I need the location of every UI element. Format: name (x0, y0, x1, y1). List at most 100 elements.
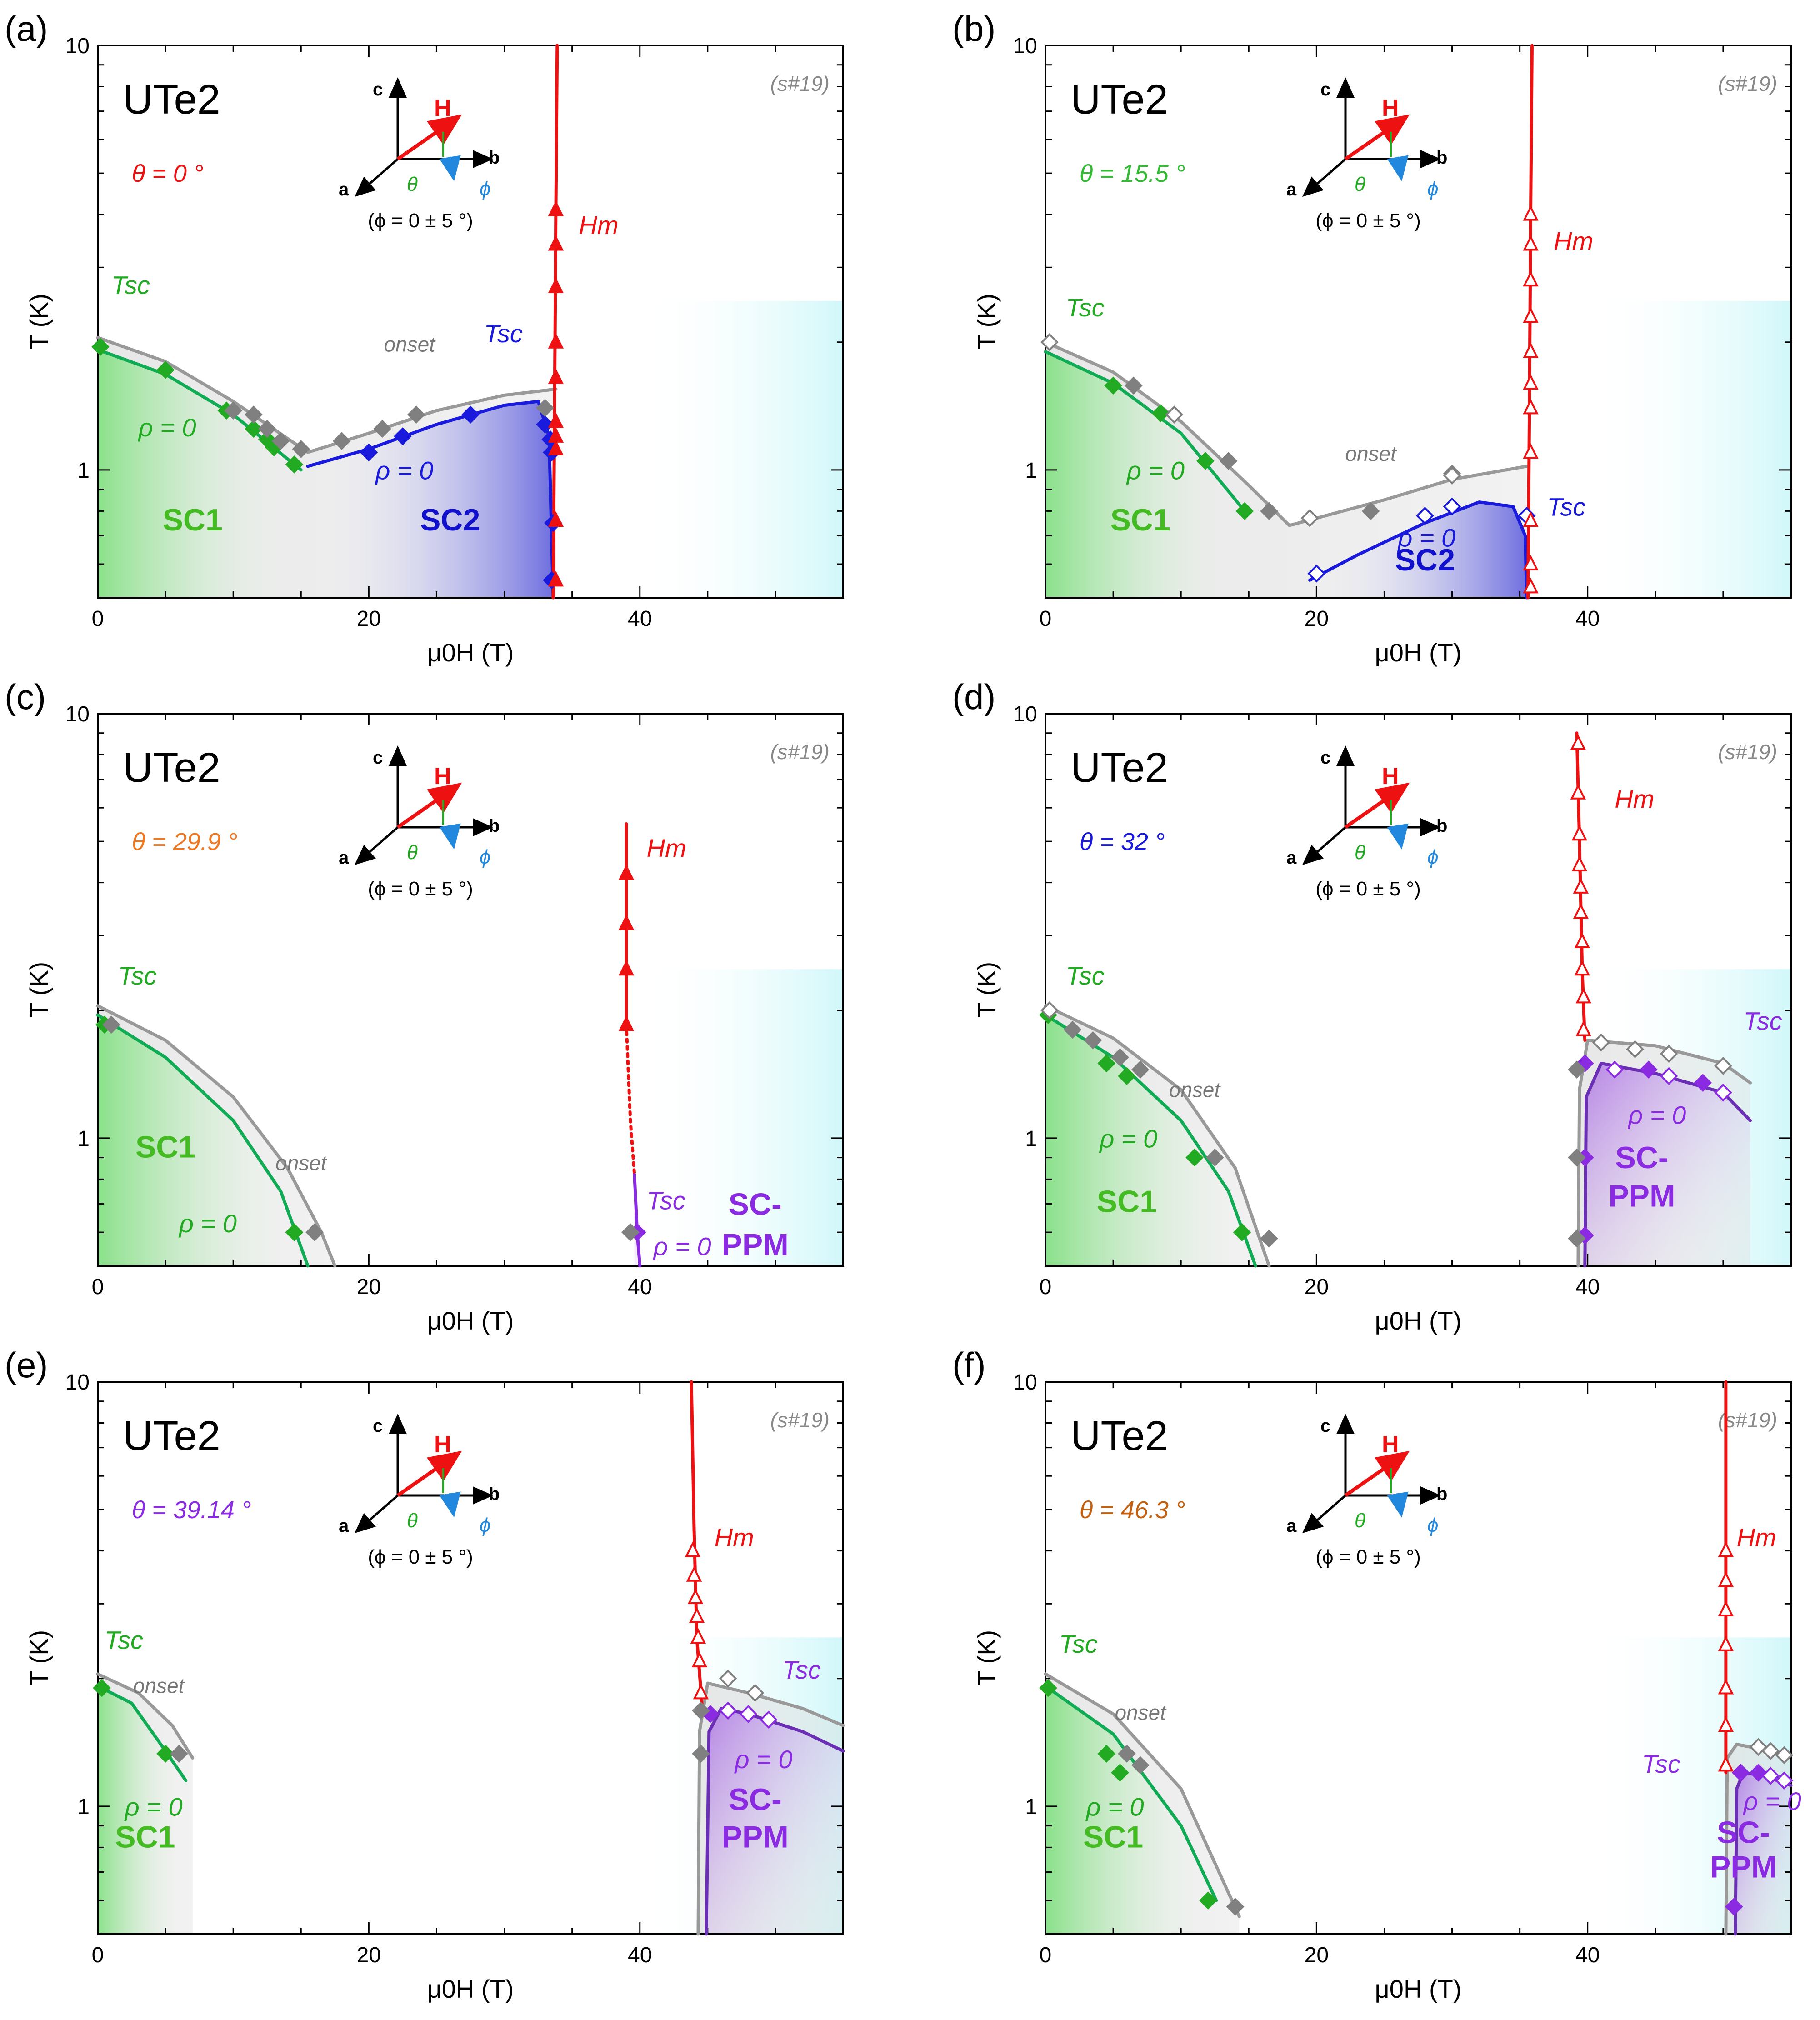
phi-label: ϕ (480, 1514, 490, 1536)
data-point-hm (548, 333, 564, 349)
data-point-hm (1571, 825, 1588, 841)
data-point-hm (1575, 1020, 1592, 1036)
region-label: SC2 (1395, 543, 1455, 577)
data-point-hm (1718, 1635, 1734, 1651)
onset-label: onset (133, 1674, 185, 1697)
onset-label: onset (1345, 442, 1397, 465)
orientation-inset: c b a Hθ ϕ (ϕ = 0 ± 5 °) (1286, 77, 1447, 232)
phi-label: ϕ (1427, 1514, 1438, 1536)
data-point-hm (1523, 270, 1539, 287)
material-label: UTe2 (1070, 76, 1168, 123)
data-point-onset (1568, 1229, 1586, 1248)
data-point-onset (536, 399, 554, 417)
data-point-onset-open (1592, 1033, 1610, 1052)
data-point-tsc-sc1- (1199, 1891, 1217, 1910)
x-tick-label: 20 (1305, 607, 1329, 631)
x-axis-label: μ0H (T) (1375, 1975, 1462, 2003)
material-label: UTe2 (1070, 1413, 1168, 1459)
region-shade-1 (98, 1015, 308, 1266)
angle-label: θ = 32 ° (1080, 828, 1165, 855)
curve-tsc-sc1-line (1044, 1684, 1218, 1902)
curve-onset-line (1044, 1004, 1271, 1268)
rho-zero-label: ρ = 0 (137, 413, 196, 442)
data-point-onset (332, 432, 351, 450)
data-point-onset (1219, 452, 1238, 470)
theta-label: θ (407, 173, 418, 195)
data-point-hm (548, 200, 564, 216)
curve-tsc-sc1-line (96, 1684, 188, 1782)
y-axis-label: T (K) (972, 962, 1001, 1018)
phi-range-label: (ϕ = 0 ± 5 °) (368, 210, 473, 232)
orientation-inset: c b a Hθ ϕ (ϕ = 0 ± 5 °) (1286, 1414, 1447, 1568)
data-point-onset (1131, 1060, 1150, 1079)
y-tick-label: 10 (65, 702, 90, 726)
c-axis-label: c (1320, 748, 1330, 768)
tsc-label: Tsc (1066, 961, 1105, 990)
data-point-onset (1260, 1229, 1278, 1248)
data-point-hm (618, 1015, 635, 1031)
y-axis-label: T (K) (25, 962, 53, 1018)
a-axis-label: a (1286, 1516, 1297, 1536)
data-point-hm (1523, 577, 1539, 594)
y-tick-label: 10 (65, 34, 90, 58)
region-label: SC- (1615, 1140, 1668, 1175)
data-point-tsc-open (739, 1705, 758, 1723)
region-label: SC2 (420, 503, 480, 537)
data-point-hm (685, 1541, 701, 1557)
sample-label: (s#19) (770, 1408, 830, 1432)
data-point-tsc-open (760, 1710, 778, 1729)
data-point-hm (1523, 398, 1539, 415)
data-point-tsc-sc-ppm- (1749, 1764, 1768, 1782)
data-point-tsc-sc2- (394, 427, 412, 445)
x-axis-label: μ0H (T) (1375, 1306, 1462, 1335)
a-axis (1302, 1495, 1346, 1534)
curve-tsc-sc2-line (1308, 500, 1529, 600)
phi-label: ϕ (1427, 846, 1438, 868)
material-label: UTe2 (1070, 745, 1168, 791)
data-point-onset-open (1040, 333, 1059, 351)
data-point-onset (292, 440, 310, 458)
x-tick-label: 20 (357, 607, 381, 631)
c-axis-label: c (373, 1416, 383, 1436)
H-label: H (434, 95, 451, 121)
data-point-hm (1523, 307, 1539, 323)
material-label: UTe2 (123, 745, 220, 791)
panel-letter: (d) (952, 677, 995, 717)
data-point-onset-open (1660, 1045, 1678, 1063)
c-axis-label: c (1320, 80, 1330, 100)
data-point-onset (258, 420, 276, 438)
b-axis-label: b (489, 148, 500, 168)
data-point-hm (1718, 1716, 1734, 1732)
x-tick-label: 20 (357, 1275, 381, 1299)
plot-frame (97, 1381, 844, 1935)
data-point-tsc-sc-ppm- (1725, 1897, 1743, 1916)
data-point-onset (305, 1223, 324, 1241)
y-tick-label: 10 (1013, 34, 1037, 58)
data-point-tsc-sc1- (1196, 452, 1215, 470)
x-axis-label: μ0H (T) (427, 1306, 514, 1335)
data-point-hm (1573, 878, 1589, 894)
angle-label: θ = 0 ° (132, 160, 203, 187)
onset-label: onset (275, 1151, 328, 1175)
data-point-hm (1718, 1755, 1734, 1772)
H-vector (1344, 1450, 1410, 1497)
tsc-label: Tsc (118, 961, 157, 990)
data-point-tsc-sc1- (1039, 1679, 1057, 1697)
phi-arc (1387, 1491, 1409, 1518)
x-tick-label: 40 (628, 1275, 652, 1299)
data-point-onset (1226, 1897, 1245, 1916)
data-point-hm (548, 235, 564, 251)
region-shade-3 (706, 1708, 843, 1934)
region-label: SC- (729, 1782, 782, 1817)
panel-d: 0 20 40 1 10 μ0H (T) T (K) (d) UTe2 θ = 32 ° (s#19… (952, 677, 1792, 1335)
x-tick-label: 20 (357, 1943, 381, 1967)
curve-onset-line (96, 1004, 337, 1268)
x-tick-label: 20 (1305, 1943, 1329, 1967)
a-axis-label: a (1286, 180, 1297, 200)
tsc-label: Tsc (1059, 1630, 1098, 1658)
plot-frame (1045, 45, 1792, 599)
y-axis-label: T (K) (972, 1630, 1001, 1686)
x-axis-label: μ0H (T) (1375, 638, 1462, 667)
H-vector (396, 1450, 462, 1497)
